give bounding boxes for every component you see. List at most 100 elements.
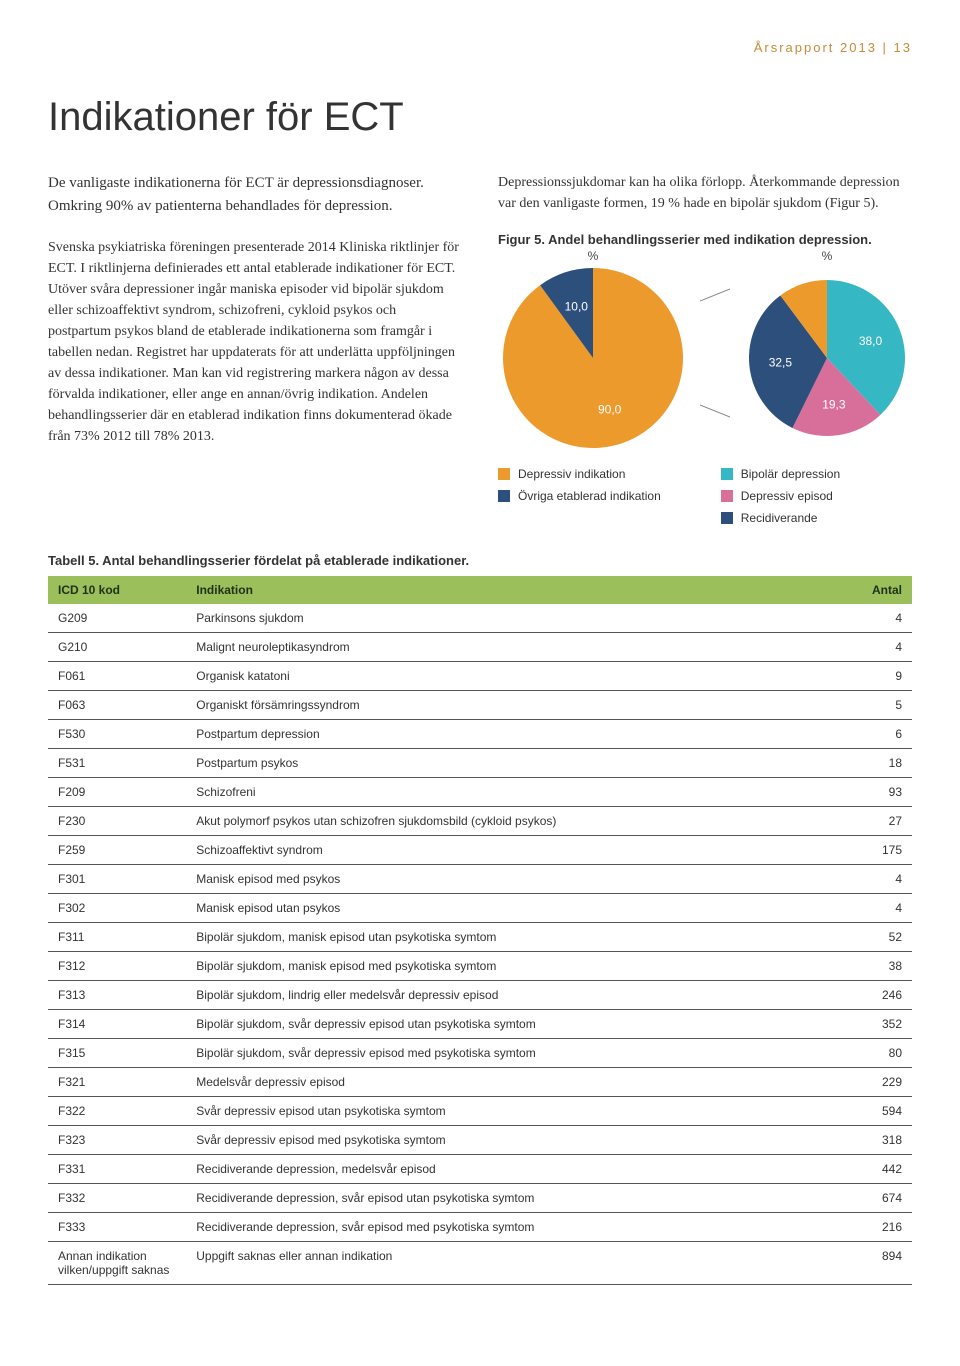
cell-indikation: Medelsvår depressiv episod bbox=[186, 1068, 791, 1097]
pie-chart-2: 38,019,332,5 bbox=[742, 253, 912, 453]
legend-item: Bipolär depression bbox=[721, 467, 840, 481]
table-row: F323Svår depressiv episod med psykotiska… bbox=[48, 1126, 912, 1155]
cell-icd: F209 bbox=[48, 778, 186, 807]
cell-indikation: Malignt neuroleptikasyndrom bbox=[186, 633, 791, 662]
cell-icd: F314 bbox=[48, 1010, 186, 1039]
cell-icd: F312 bbox=[48, 952, 186, 981]
cell-icd: G209 bbox=[48, 604, 186, 633]
table-row: F332Recidiverande depression, svår episo… bbox=[48, 1184, 912, 1213]
cell-indikation: Recidiverande depression, svår episod me… bbox=[186, 1213, 791, 1242]
cell-antal: 38 bbox=[791, 952, 912, 981]
col-header-icd: ICD 10 kod bbox=[48, 576, 186, 604]
cell-indikation: Bipolär sjukdom, svår depressiv episod u… bbox=[186, 1010, 791, 1039]
cell-antal: 27 bbox=[791, 807, 912, 836]
pie-slice-label: 32,5 bbox=[769, 355, 793, 369]
cell-indikation: Bipolär sjukdom, lindrig eller medelsvår… bbox=[186, 981, 791, 1010]
cell-indikation: Organiskt försämringssyndrom bbox=[186, 691, 791, 720]
legend-column-left: Depressiv indikation Övriga etablerad ind… bbox=[498, 467, 661, 525]
cell-indikation: Parkinsons sjukdom bbox=[186, 604, 791, 633]
pie1-unit-label: % bbox=[588, 249, 599, 263]
legend-item: Recidiverande bbox=[721, 511, 840, 525]
legend-column-right: Bipolär depression Depressiv episod Recidi… bbox=[721, 467, 840, 525]
cell-icd: F331 bbox=[48, 1155, 186, 1184]
cell-antal: 93 bbox=[791, 778, 912, 807]
cell-icd: F313 bbox=[48, 981, 186, 1010]
cell-antal: 216 bbox=[791, 1213, 912, 1242]
pie-slice-label: 90,0 bbox=[598, 402, 622, 416]
cell-indikation: Manisk episod med psykos bbox=[186, 865, 791, 894]
cell-antal: 674 bbox=[791, 1184, 912, 1213]
cell-indikation: Recidiverande depression, svår episod ut… bbox=[186, 1184, 791, 1213]
figure-title: Figur 5. Andel behandlingsserier med ind… bbox=[498, 232, 912, 247]
table-row: F314Bipolär sjukdom, svår depressiv epis… bbox=[48, 1010, 912, 1039]
cell-icd: F333 bbox=[48, 1213, 186, 1242]
cell-icd: F302 bbox=[48, 894, 186, 923]
cell-indikation: Manisk episod utan psykos bbox=[186, 894, 791, 923]
table-row: F530Postpartum depression6 bbox=[48, 720, 912, 749]
cell-indikation: Bipolär sjukdom, manisk episod med psyko… bbox=[186, 952, 791, 981]
cell-indikation: Postpartum psykos bbox=[186, 749, 791, 778]
page-title: Indikationer för ECT bbox=[48, 95, 912, 140]
cell-indikation: Organisk katatoni bbox=[186, 662, 791, 691]
table-row: F321Medelsvår depressiv episod229 bbox=[48, 1068, 912, 1097]
cell-antal: 4 bbox=[791, 894, 912, 923]
cell-antal: 442 bbox=[791, 1155, 912, 1184]
cell-antal: 4 bbox=[791, 865, 912, 894]
cell-indikation: Bipolär sjukdom, svår depressiv episod m… bbox=[186, 1039, 791, 1068]
cell-icd: F332 bbox=[48, 1184, 186, 1213]
cell-indikation: Svår depressiv episod med psykotiska sym… bbox=[186, 1126, 791, 1155]
table-row: F063Organiskt försämringssyndrom5 bbox=[48, 691, 912, 720]
cell-antal: 246 bbox=[791, 981, 912, 1010]
table-row: F209Schizofreni93 bbox=[48, 778, 912, 807]
cell-antal: 229 bbox=[791, 1068, 912, 1097]
legend-label: Bipolär depression bbox=[741, 467, 840, 481]
legend-item: Depressiv indikation bbox=[498, 467, 661, 481]
cell-indikation: Schizofreni bbox=[186, 778, 791, 807]
pie-slice-label: 19,3 bbox=[822, 397, 846, 411]
table-row: F313Bipolär sjukdom, lindrig eller medel… bbox=[48, 981, 912, 1010]
intro-paragraph: De vanligaste indikationerna för ECT är … bbox=[48, 172, 462, 217]
legend-label: Depressiv episod bbox=[741, 489, 833, 503]
legend-swatch bbox=[721, 468, 733, 480]
table-row: F315Bipolär sjukdom, svår depressiv epis… bbox=[48, 1039, 912, 1068]
cell-indikation: Bipolär sjukdom, manisk episod utan psyk… bbox=[186, 923, 791, 952]
cell-icd: F322 bbox=[48, 1097, 186, 1126]
table-row: F312Bipolär sjukdom, manisk episod med p… bbox=[48, 952, 912, 981]
legend-item: Övriga etablerad indikation bbox=[498, 489, 661, 503]
cell-antal: 52 bbox=[791, 923, 912, 952]
right-column: Depressionssjukdomar kan ha olika förlop… bbox=[498, 172, 912, 525]
pie-chart-2-block: % 38,019,332,5 bbox=[742, 253, 912, 453]
table-row: F301Manisk episod med psykos4 bbox=[48, 865, 912, 894]
body-paragraph: Svenska psykiatriska föreningen presente… bbox=[48, 237, 462, 447]
table-body: G209Parkinsons sjukdom4G210Malignt neuro… bbox=[48, 604, 912, 1285]
pie-charts-container: % 90,010,0 % 38,019,332,5 bbox=[498, 253, 912, 453]
cell-icd: F061 bbox=[48, 662, 186, 691]
cell-antal: 4 bbox=[791, 604, 912, 633]
left-column: De vanligaste indikationerna för ECT är … bbox=[48, 172, 462, 525]
legend-label: Recidiverande bbox=[741, 511, 818, 525]
cell-icd: F259 bbox=[48, 836, 186, 865]
cell-antal: 894 bbox=[791, 1242, 912, 1285]
table-row: F230Akut polymorf psykos utan schizofren… bbox=[48, 807, 912, 836]
table-row: F322Svår depressiv episod utan psykotisk… bbox=[48, 1097, 912, 1126]
cell-icd: Annan indikation vilken/uppgift saknas bbox=[48, 1242, 186, 1285]
page-header: Årsrapport 2013 | 13 bbox=[48, 40, 912, 55]
cell-indikation: Schizoaffektivt syndrom bbox=[186, 836, 791, 865]
cell-antal: 318 bbox=[791, 1126, 912, 1155]
table-row: F531Postpartum psykos18 bbox=[48, 749, 912, 778]
cell-indikation: Recidiverande depression, medelsvår epis… bbox=[186, 1155, 791, 1184]
cell-antal: 352 bbox=[791, 1010, 912, 1039]
cell-antal: 5 bbox=[791, 691, 912, 720]
legend-swatch bbox=[721, 490, 733, 502]
pie-chart-1-block: % 90,010,0 bbox=[498, 253, 688, 453]
cell-icd: F321 bbox=[48, 1068, 186, 1097]
pie2-unit-label: % bbox=[822, 249, 833, 263]
cell-icd: F323 bbox=[48, 1126, 186, 1155]
legend-swatch bbox=[721, 512, 733, 524]
cell-indikation: Uppgift saknas eller annan indikation bbox=[186, 1242, 791, 1285]
table-row: F311Bipolär sjukdom, manisk episod utan … bbox=[48, 923, 912, 952]
pie-slice-label: 10,0 bbox=[565, 300, 589, 314]
legend-label: Depressiv indikation bbox=[518, 467, 625, 481]
legend-swatch bbox=[498, 490, 510, 502]
table-title: Tabell 5. Antal behandlingsserier fördel… bbox=[48, 553, 912, 568]
